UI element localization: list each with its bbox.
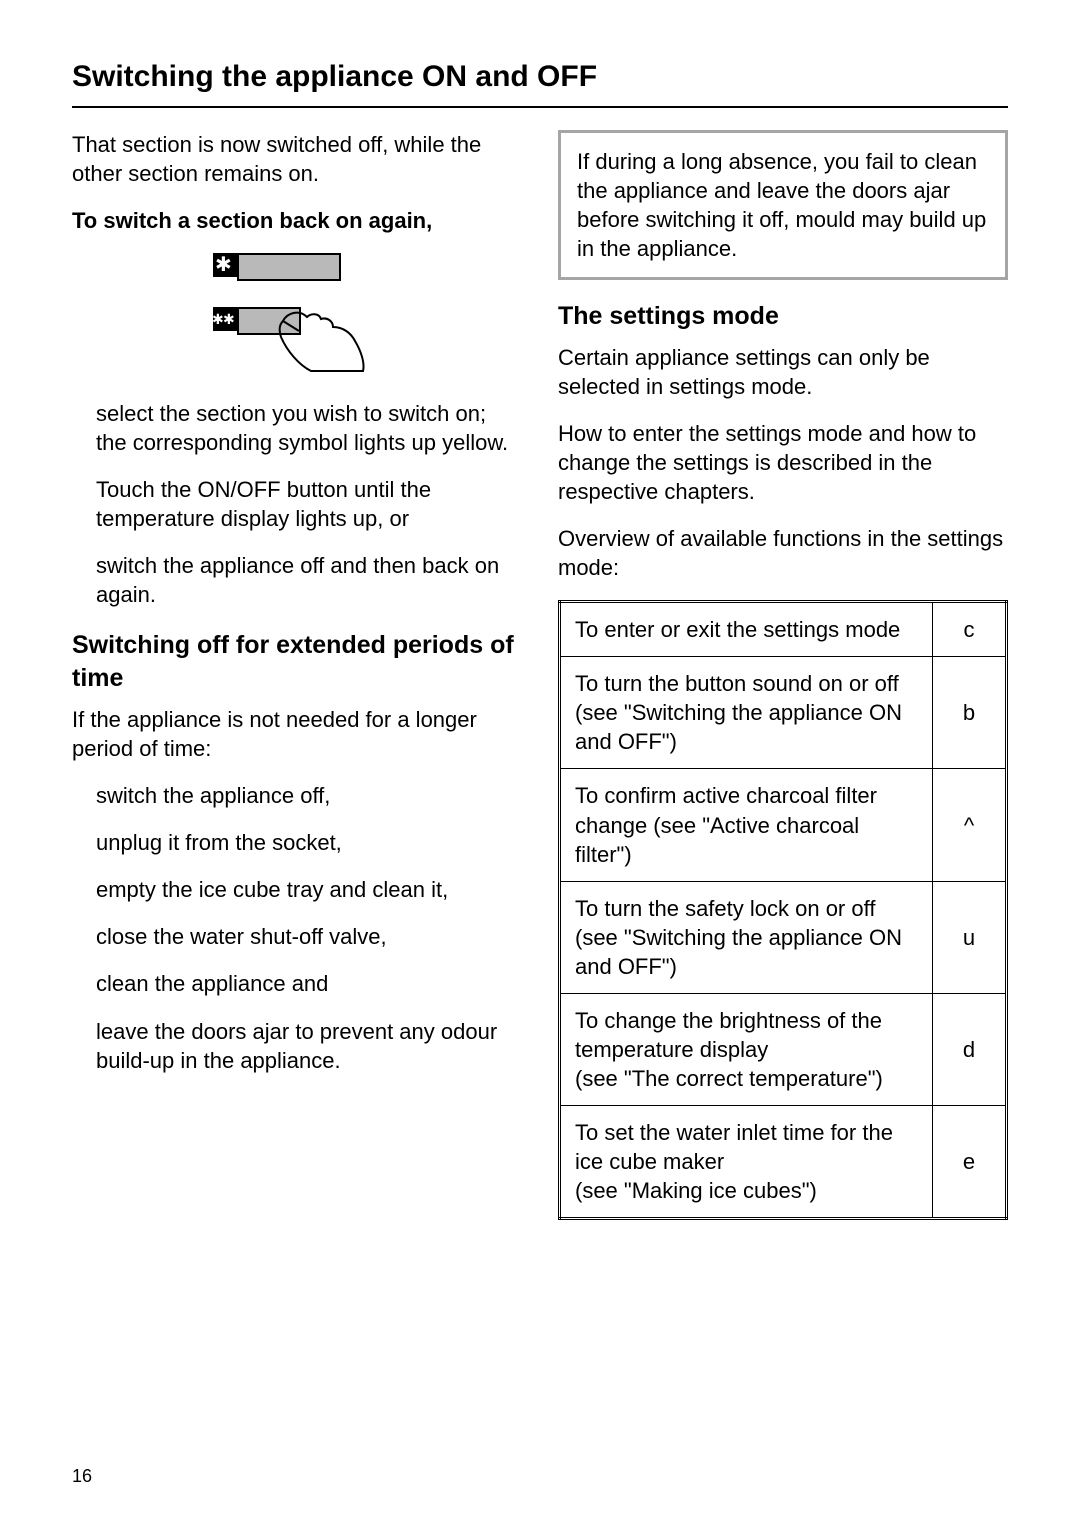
snowflake-icon: ✱ bbox=[213, 253, 237, 277]
manual-page: Switching the appliance ON and OFF That … bbox=[0, 0, 1080, 1529]
title-rule bbox=[72, 106, 1008, 108]
hand-pointing-icon bbox=[277, 311, 367, 373]
control-panel-illustration: ✱ ✱ ✱ bbox=[197, 249, 397, 379]
table-row: To turn the safety lock on or off (see "… bbox=[560, 881, 1007, 993]
extended-off-heading: Switching off for extended periods of ti… bbox=[72, 629, 522, 695]
settings-p2: How to enter the settings mode and how t… bbox=[558, 419, 1008, 506]
settings-mode-heading: The settings mode bbox=[558, 300, 1008, 333]
switch-back-heading: To switch a section back on again, bbox=[72, 206, 522, 235]
left-column: That section is now switched off, while … bbox=[72, 130, 522, 1220]
extended-intro: If the appliance is not needed for a lon… bbox=[72, 705, 522, 763]
warning-box: If during a long absence, you fail to cl… bbox=[558, 130, 1008, 280]
func-symbol: e bbox=[933, 1105, 1007, 1218]
switch-back-steps: select the section you wish to switch on… bbox=[72, 399, 522, 609]
settings-p3: Overview of available functions in the s… bbox=[558, 524, 1008, 582]
snowflake-pair-icon: ✱ ✱ bbox=[213, 307, 237, 331]
step-select-section: select the section you wish to switch on… bbox=[96, 399, 522, 457]
content-columns: That section is now switched off, while … bbox=[72, 130, 1008, 1220]
table-row: To set the water inlet time for the ice … bbox=[560, 1105, 1007, 1218]
table-row: To confirm active charcoal filter change… bbox=[560, 769, 1007, 881]
ext-step-2: unplug it from the socket, bbox=[96, 828, 522, 857]
func-desc: To turn the safety lock on or off (see "… bbox=[560, 881, 933, 993]
ext-step-1: switch the appliance off, bbox=[96, 781, 522, 810]
display-bar-top bbox=[237, 253, 341, 281]
table-row: To enter or exit the settings mode c bbox=[560, 602, 1007, 657]
intro-paragraph: That section is now switched off, while … bbox=[72, 130, 522, 188]
ext-step-5: clean the appliance and bbox=[96, 969, 522, 998]
func-desc: To change the brightness of the temperat… bbox=[560, 993, 933, 1105]
func-desc: To enter or exit the settings mode bbox=[560, 602, 933, 657]
func-symbol: d bbox=[933, 993, 1007, 1105]
warning-text: If during a long absence, you fail to cl… bbox=[577, 147, 989, 263]
ext-step-6: leave the doors ajar to prevent any odou… bbox=[96, 1017, 522, 1075]
func-symbol: b bbox=[933, 657, 1007, 769]
ext-step-4: close the water shut-off valve, bbox=[96, 922, 522, 951]
ext-step-3: empty the ice cube tray and clean it, bbox=[96, 875, 522, 904]
func-symbol: u bbox=[933, 881, 1007, 993]
step-touch-onoff: Touch the ON/OFF button until the temper… bbox=[96, 475, 522, 533]
step-switch-off-on: switch the appliance off and then back o… bbox=[96, 551, 522, 609]
func-desc: To confirm active charcoal filter change… bbox=[560, 769, 933, 881]
page-number: 16 bbox=[72, 1466, 92, 1487]
extended-steps: switch the appliance off, unplug it from… bbox=[72, 781, 522, 1074]
settings-p1: Certain appliance settings can only be s… bbox=[558, 343, 1008, 401]
func-desc: To set the water inlet time for the ice … bbox=[560, 1105, 933, 1218]
table-row: To turn the button sound on or off(see "… bbox=[560, 657, 1007, 769]
func-desc: To turn the button sound on or off(see "… bbox=[560, 657, 933, 769]
func-symbol: c bbox=[933, 602, 1007, 657]
func-symbol: ^ bbox=[933, 769, 1007, 881]
table-row: To change the brightness of the temperat… bbox=[560, 993, 1007, 1105]
page-title: Switching the appliance ON and OFF bbox=[72, 60, 1008, 106]
settings-functions-table: To enter or exit the settings mode c To … bbox=[558, 600, 1008, 1220]
right-column: If during a long absence, you fail to cl… bbox=[558, 130, 1008, 1220]
